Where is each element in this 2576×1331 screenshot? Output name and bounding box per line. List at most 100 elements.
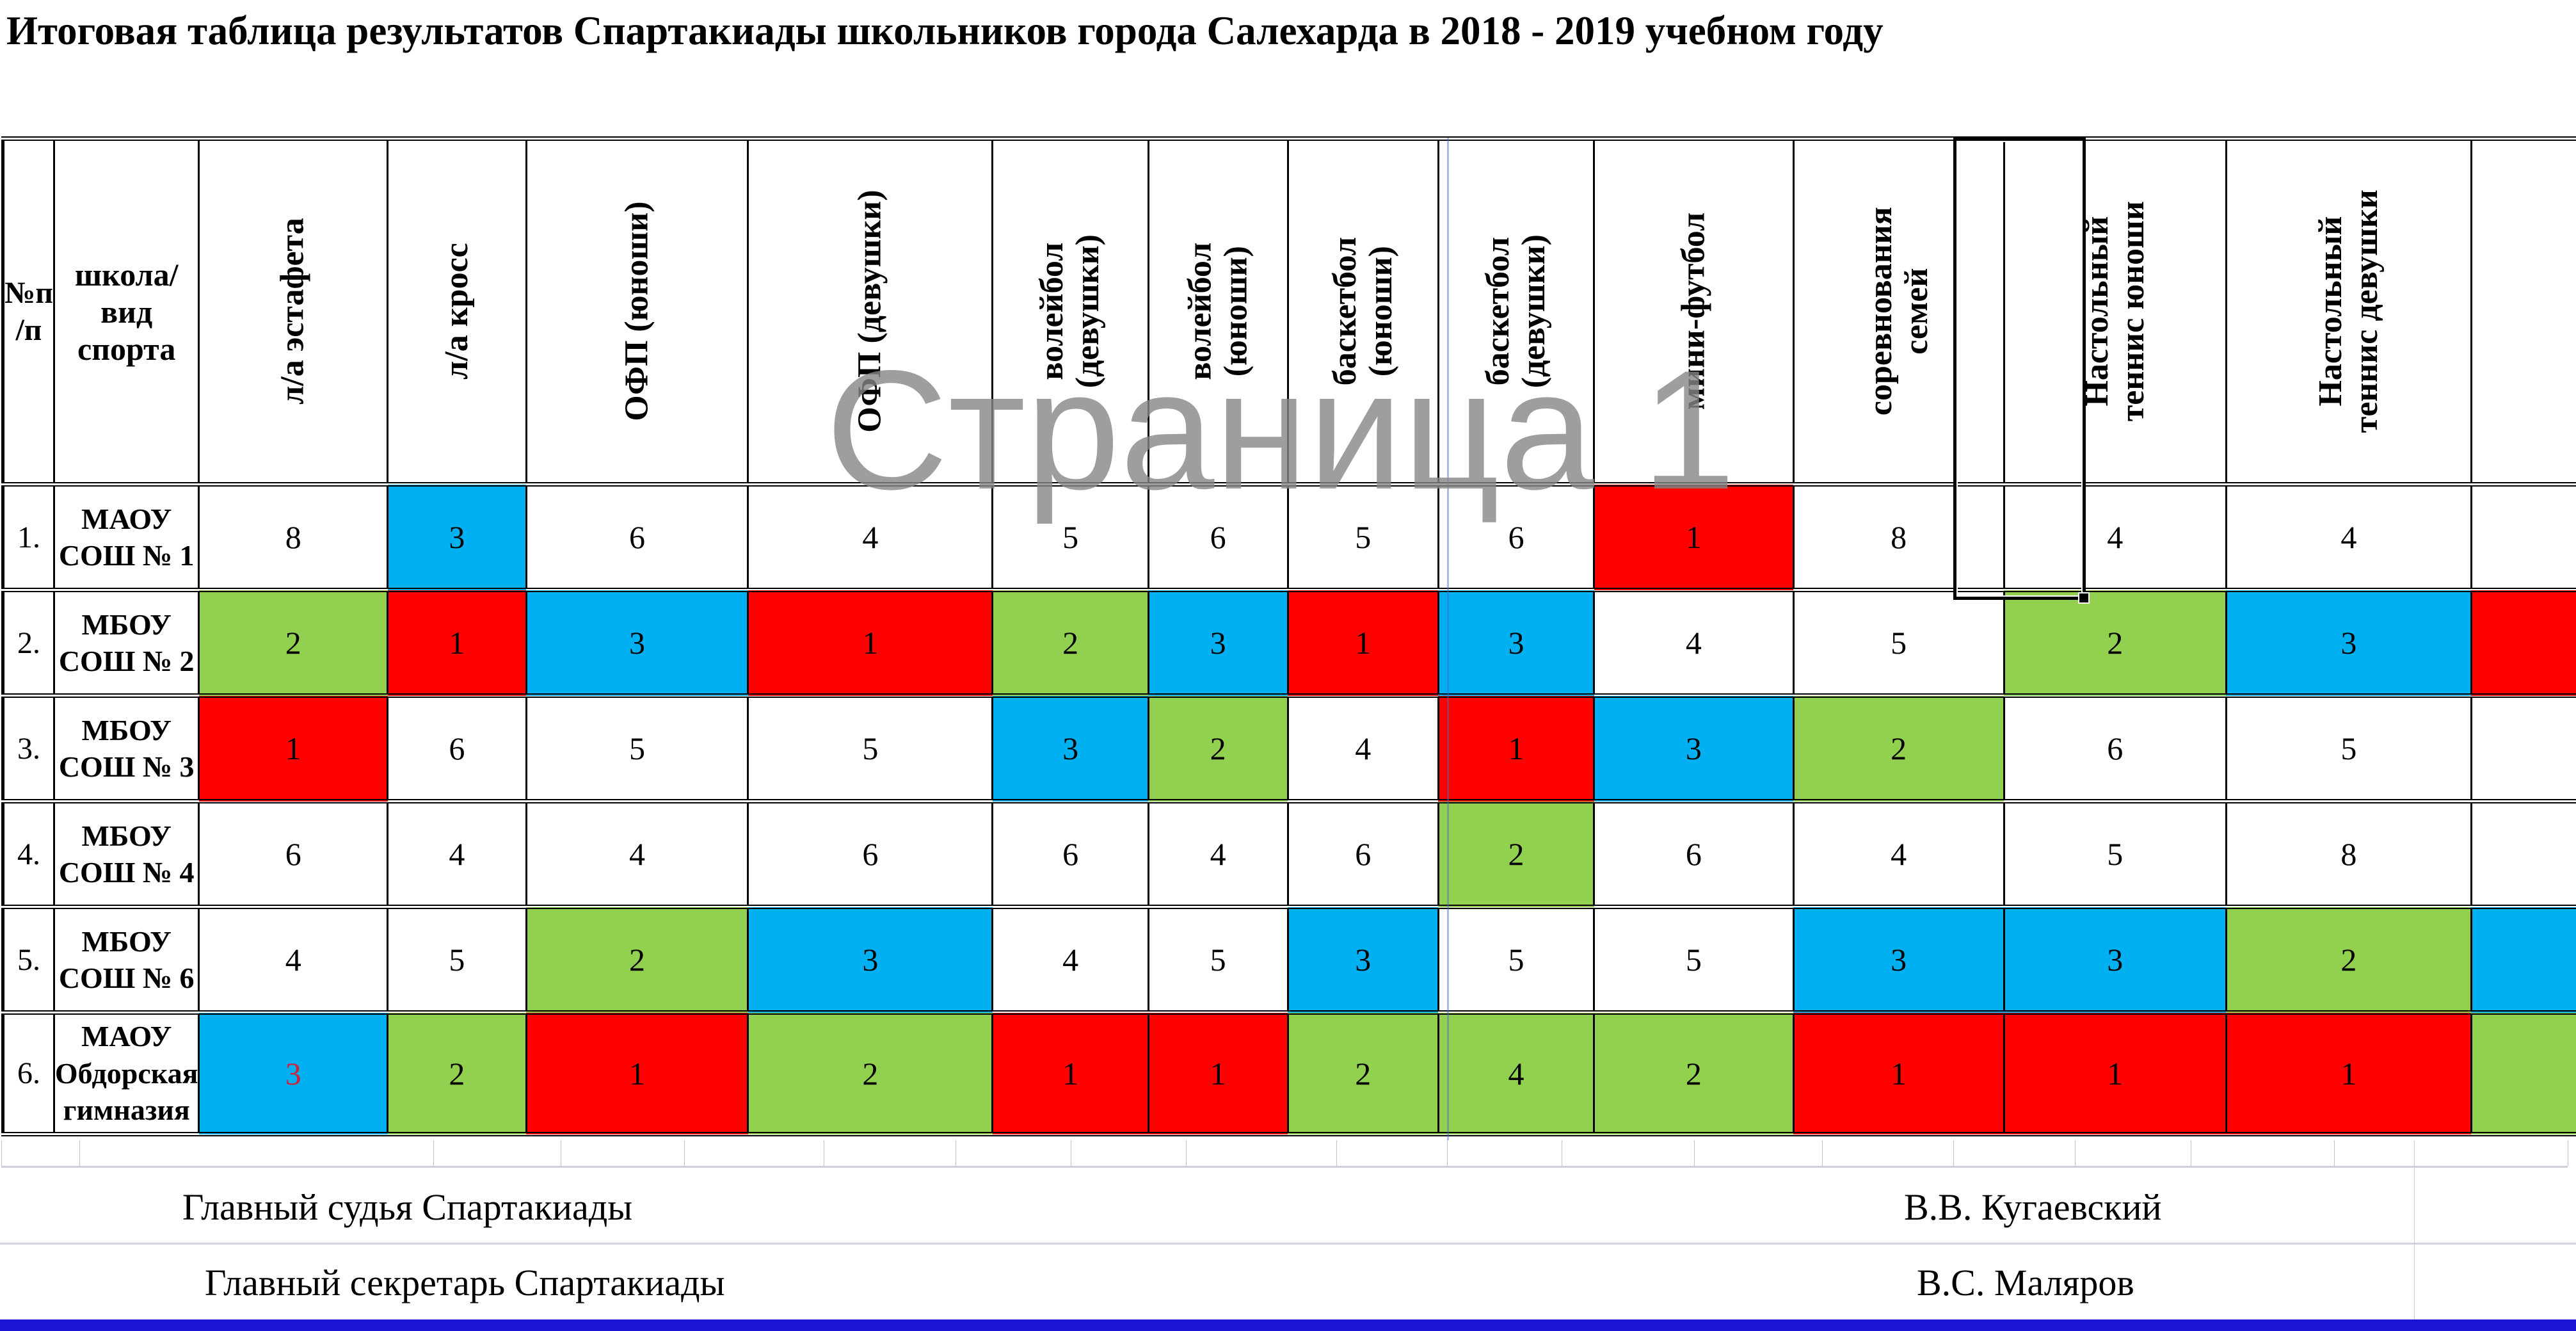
result-cell[interactable]: 2 [991, 588, 1149, 698]
school-name-cell[interactable]: МБОУ СОШ № 2 [52, 588, 200, 698]
result-cell[interactable]: 4 [1437, 1010, 1596, 1136]
result-cell[interactable]: 6 [1437, 482, 1596, 592]
corner-header-cell[interactable]: №п /п [2, 136, 55, 487]
row-number-cell[interactable]: 2. [2, 588, 55, 698]
result-cell[interactable]: 1 [1593, 482, 1795, 592]
result-cell[interactable]: 2 [2225, 905, 2472, 1015]
result-cell[interactable]: 3 [1437, 588, 1596, 698]
column-header-cell-11[interactable]: Настольный теннис девушки [2225, 136, 2472, 487]
result-cell[interactable]: 1 [1286, 588, 1439, 698]
result-cell[interactable]: 3 [1147, 588, 1289, 698]
column-header-cell-2[interactable]: ОФП (юноши) [525, 136, 749, 487]
result-cell[interactable]: 5 [747, 693, 994, 803]
result-cell[interactable]: 4 [747, 482, 994, 592]
result-cell[interactable]: 4 [2470, 693, 2576, 803]
result-cell[interactable]: 1 [2225, 1010, 2472, 1136]
result-cell[interactable]: 3 [747, 905, 994, 1015]
result-cell[interactable]: 3 [1593, 693, 1795, 803]
school-name-cell[interactable]: МБОУ СОШ № 4 [52, 799, 200, 909]
result-cell[interactable]: 1 [2003, 1010, 2227, 1136]
result-cell[interactable]: 8 [2470, 799, 2576, 909]
column-header-cell-12[interactable]: Лыжные гонки [2470, 136, 2576, 487]
result-cell[interactable]: 3 [1792, 905, 2005, 1015]
result-cell[interactable]: 2 [1286, 1010, 1439, 1136]
result-cell[interactable]: 5 [991, 482, 1149, 592]
result-cell[interactable]: 6 [991, 799, 1149, 909]
result-cell[interactable]: 4 [1593, 588, 1795, 698]
result-cell[interactable]: 5 [2003, 799, 2227, 909]
result-cell[interactable]: 2 [198, 588, 389, 698]
result-cell[interactable]: 5 [1792, 588, 2005, 698]
result-cell[interactable]: 3 [2470, 905, 2576, 1015]
fill-handle[interactable] [2078, 592, 2090, 604]
judge-label[interactable]: Главный судья Спартакиады [182, 1186, 633, 1228]
school-name-cell[interactable]: МАОУ Обдорская гимназия [52, 1010, 200, 1136]
result-cell[interactable]: 3 [991, 693, 1149, 803]
result-cell[interactable]: 3 [387, 482, 527, 592]
column-header-cell-7[interactable]: баскетбол (девушки) [1437, 136, 1596, 487]
result-cell[interactable]: 2 [2470, 1010, 2576, 1136]
result-cell[interactable]: 2 [1593, 1010, 1795, 1136]
result-cell[interactable]: 4 [991, 905, 1149, 1015]
school-name-cell[interactable]: МАОУ СОШ № 1 [52, 482, 200, 592]
result-cell[interactable]: 5 [1147, 905, 1289, 1015]
result-cell[interactable]: 2 [747, 1010, 994, 1136]
result-cell[interactable]: 5 [1593, 905, 1795, 1015]
result-cell[interactable]: 4 [2225, 482, 2472, 592]
result-cell[interactable]: 3 [1286, 905, 1439, 1015]
result-cell[interactable]: 5 [1437, 905, 1596, 1015]
result-cell[interactable]: 8 [1792, 482, 2005, 592]
result-cell[interactable]: 6 [1593, 799, 1795, 909]
result-cell[interactable]: 3 [525, 588, 749, 698]
result-cell[interactable]: 6 [525, 482, 749, 592]
result-cell[interactable]: 6 [1147, 482, 1289, 592]
result-cell[interactable]: 1 [2470, 588, 2576, 698]
result-cell[interactable]: 3 [2225, 588, 2472, 698]
result-cell[interactable]: 1 [747, 588, 994, 698]
cell-selection[interactable] [1953, 138, 2090, 604]
result-cell[interactable]: 5 [2225, 693, 2472, 803]
result-cell[interactable]: 8 [2470, 482, 2576, 592]
school-name-cell[interactable]: МБОУ СОШ № 6 [52, 905, 200, 1015]
result-cell[interactable]: 4 [1147, 799, 1289, 909]
result-cell[interactable]: 4 [198, 905, 389, 1015]
column-header-cell-5[interactable]: волейбол (юноши) [1147, 136, 1289, 487]
result-cell[interactable]: 4 [525, 799, 749, 909]
result-cell[interactable]: 4 [387, 799, 527, 909]
result-cell[interactable]: 1 [991, 1010, 1149, 1136]
result-cell[interactable]: 4 [1792, 799, 2005, 909]
result-cell[interactable]: 5 [1286, 482, 1439, 592]
result-cell[interactable]: 5 [387, 905, 527, 1015]
result-cell[interactable]: 1 [198, 693, 389, 803]
result-cell[interactable]: 6 [387, 693, 527, 803]
column-header-cell-10[interactable]: Настольный теннис юноши [2003, 136, 2227, 487]
row-number-cell[interactable]: 5. [2, 905, 55, 1015]
result-cell[interactable]: 1 [525, 1010, 749, 1136]
result-cell[interactable]: 2 [2003, 588, 2227, 698]
secretary-label[interactable]: Главный секретарь Спартакиады [205, 1262, 725, 1303]
column-header-cell-1[interactable]: л/а кросс [387, 136, 527, 487]
judge-name[interactable]: В.В. Кугаевский [1904, 1186, 2162, 1228]
school-name-cell[interactable]: МБОУ СОШ № 3 [52, 693, 200, 803]
result-cell[interactable]: 1 [387, 588, 527, 698]
row-number-cell[interactable]: 6. [2, 1010, 55, 1136]
result-cell[interactable]: 6 [1286, 799, 1439, 909]
result-cell[interactable]: 2 [1792, 693, 2005, 803]
result-cell[interactable]: 8 [198, 482, 389, 592]
result-cell[interactable]: 2 [525, 905, 749, 1015]
row-number-cell[interactable]: 3. [2, 693, 55, 803]
result-cell[interactable]: 2 [1147, 693, 1289, 803]
result-cell[interactable]: 3 [198, 1010, 389, 1136]
column-header-cell-4[interactable]: волейбол (девушки) [991, 136, 1149, 487]
result-cell[interactable]: 4 [2003, 482, 2227, 592]
result-cell[interactable]: 6 [2003, 693, 2227, 803]
column-header-cell-0[interactable]: л/а эстафета [198, 136, 389, 487]
result-cell[interactable]: 1 [1147, 1010, 1289, 1136]
result-cell[interactable]: 3 [2003, 905, 2227, 1015]
row-number-cell[interactable]: 4. [2, 799, 55, 909]
column-header-cell-3[interactable]: ОФП (девушки) [747, 136, 994, 487]
result-cell[interactable]: 2 [387, 1010, 527, 1136]
result-cell[interactable]: 1 [1437, 693, 1596, 803]
row-number-cell[interactable]: 1. [2, 482, 55, 592]
result-cell[interactable]: 1 [1792, 1010, 2005, 1136]
